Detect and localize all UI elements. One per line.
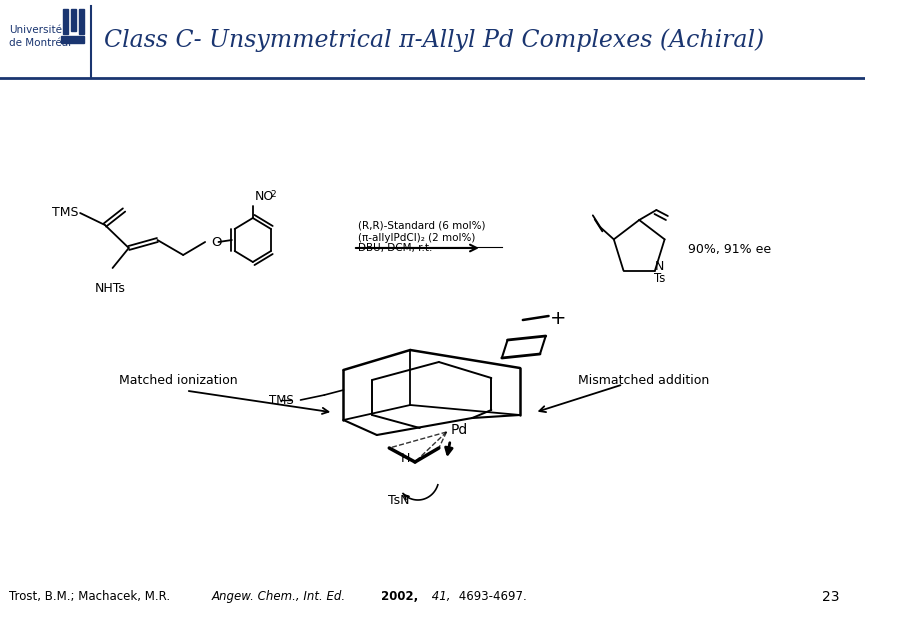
Bar xyxy=(62,36,84,42)
Text: H: H xyxy=(401,451,410,464)
Text: NHTs: NHTs xyxy=(95,282,126,295)
Text: Pd: Pd xyxy=(450,423,468,437)
Text: TMS: TMS xyxy=(52,206,78,219)
Text: N: N xyxy=(655,261,665,274)
Text: TsN: TsN xyxy=(388,494,410,506)
Text: de Montréal: de Montréal xyxy=(9,38,71,48)
Text: (π-allylPdCl)₂ (2 mol%): (π-allylPdCl)₂ (2 mol%) xyxy=(357,233,475,243)
Text: 41,: 41, xyxy=(427,591,450,603)
Text: Trost, B.M.; Machacek, M.R.: Trost, B.M.; Machacek, M.R. xyxy=(9,591,173,603)
Text: 4693-4697.: 4693-4697. xyxy=(455,591,527,603)
Text: Mismatched addition: Mismatched addition xyxy=(578,374,709,386)
Text: 90%, 91% ee: 90%, 91% ee xyxy=(688,244,771,256)
Text: NO: NO xyxy=(255,189,274,202)
Text: Matched ionization: Matched ionization xyxy=(120,374,238,386)
Text: (R,R)-Standard (6 mol%): (R,R)-Standard (6 mol%) xyxy=(357,221,485,231)
Text: Class C- Unsymmetrical π-Allyl Pd Complexes (Achiral): Class C- Unsymmetrical π-Allyl Pd Comple… xyxy=(103,29,764,52)
Text: +: + xyxy=(550,309,566,328)
Text: Ts: Ts xyxy=(654,272,666,286)
Text: Université: Université xyxy=(9,25,62,35)
Text: TMS: TMS xyxy=(269,394,294,406)
Text: DBU, DCM, r.t.: DBU, DCM, r.t. xyxy=(357,243,432,253)
Text: 2: 2 xyxy=(270,190,276,199)
Bar xyxy=(71,9,76,31)
Text: 23: 23 xyxy=(822,590,839,604)
Text: O: O xyxy=(210,236,221,249)
Text: 2002,: 2002, xyxy=(376,591,418,603)
Bar xyxy=(63,9,68,34)
Text: Angew. Chem., Int. Ed.: Angew. Chem., Int. Ed. xyxy=(211,591,346,603)
Bar xyxy=(79,9,84,34)
